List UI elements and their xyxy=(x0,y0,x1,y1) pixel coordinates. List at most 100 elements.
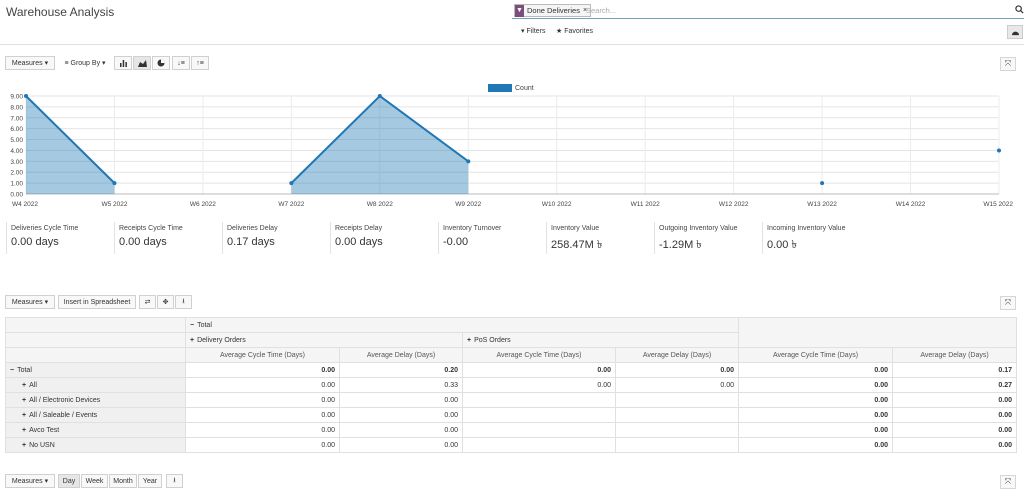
y-tick-label: 1.00 xyxy=(10,181,23,188)
expand-plus-icon: + xyxy=(22,411,27,419)
pivot-cell[interactable]: 0.00 xyxy=(738,377,894,393)
pie-chart-icon xyxy=(157,59,165,67)
search-input[interactable]: Search... xyxy=(586,6,617,15)
x-tick-label: W14 2022 xyxy=(896,201,926,208)
favorites-button[interactable]: ★ Favorites xyxy=(556,27,593,35)
pivot-cell[interactable]: 0.00 xyxy=(185,377,340,393)
pivot-row-header[interactable]: + No USN xyxy=(5,437,186,453)
pivot-cell[interactable]: 0.00 xyxy=(185,407,340,423)
pivot-cell[interactable]: 0.00 xyxy=(738,392,894,408)
pivot-measures-button[interactable]: Measures ▾ xyxy=(5,295,55,309)
pivot-cell[interactable]: 0.27 xyxy=(892,377,1018,393)
pivot-cell[interactable]: 0.00 xyxy=(614,362,740,378)
kpi-value: 0.00 ৳ xyxy=(767,239,797,251)
search-icon[interactable] xyxy=(1015,5,1024,16)
cohort-measures-button[interactable]: Measures ▾ xyxy=(5,474,55,488)
expand-plus-icon: + xyxy=(22,426,27,434)
pivot-row: + All / Electronic Devices 0.00 0.00 0.00… xyxy=(5,392,1018,408)
filters-label: Filters xyxy=(526,28,546,35)
flip-axis-button[interactable]: ⇄ xyxy=(139,295,156,309)
pivot-cell[interactable] xyxy=(462,392,616,408)
cohort-expand-button[interactable]: ⤧ xyxy=(1000,475,1016,489)
pivot-measure-header[interactable]: Average Delay (Days) xyxy=(339,347,463,363)
filters-button[interactable]: ▾ Filters xyxy=(521,27,546,35)
x-tick-label: W8 2022 xyxy=(367,201,393,208)
pivot-row-header[interactable]: + All / Electronic Devices xyxy=(5,392,186,408)
sort-ascending-button[interactable]: ↑≡ xyxy=(191,56,209,70)
pivot-cell[interactable]: 0.00 xyxy=(614,377,740,393)
pivot-measure-header[interactable]: Average Cycle Time (Days) xyxy=(462,347,616,363)
pivot-cell[interactable]: 0.00 xyxy=(892,407,1018,423)
bar-chart-mode-button[interactable] xyxy=(114,56,132,70)
interval-day-button[interactable]: Day xyxy=(58,474,80,488)
pivot-measure-header[interactable]: Average Delay (Days) xyxy=(892,347,1018,363)
download-button[interactable]: ⭳ xyxy=(175,295,192,309)
pivot-measure-header[interactable]: Average Delay (Days) xyxy=(614,347,740,363)
pivot-cell[interactable]: 0.00 xyxy=(185,392,340,408)
pivot-cell[interactable] xyxy=(462,437,616,453)
pivot-cell[interactable]: 0.00 xyxy=(462,377,616,393)
pivot-cell[interactable]: 0.00 xyxy=(738,422,894,438)
pivot-cell[interactable]: 0.00 xyxy=(738,362,894,378)
x-tick-label: W9 2022 xyxy=(455,201,481,208)
pivot-cell[interactable]: 0.00 xyxy=(892,422,1018,438)
pivot-cell[interactable] xyxy=(614,437,740,453)
pivot-cell[interactable] xyxy=(614,392,740,408)
legend-swatch xyxy=(488,84,512,92)
pivot-row: + Avco Test 0.00 0.00 0.00 0.00 xyxy=(5,422,1018,438)
kpi-label: Deliveries Delay xyxy=(227,225,278,232)
pivot-cell[interactable]: 0.33 xyxy=(339,377,463,393)
expand-all-button[interactable]: ✥ xyxy=(157,295,174,309)
pivot-cell[interactable]: 0.00 xyxy=(892,437,1018,453)
pivot-cell[interactable]: 0.00 xyxy=(738,407,894,423)
group-by-button[interactable]: ≡ Group By ▾ xyxy=(64,59,106,68)
pivot-col-total-header[interactable]: − Total xyxy=(184,317,740,333)
pivot-cell[interactable]: 0.20 xyxy=(339,362,463,378)
search-bar[interactable]: ▼ Done Deliveries × Search... xyxy=(512,3,1024,19)
pivot-row-header[interactable]: + Avco Test xyxy=(5,422,186,438)
interval-month-button[interactable]: Month xyxy=(109,474,137,488)
pivot-col-header-delivery[interactable]: + Delivery Orders xyxy=(185,332,463,348)
sort-descending-button[interactable]: ↓≡ xyxy=(172,56,190,70)
favorites-label: Favorites xyxy=(564,28,594,35)
pivot-cell[interactable]: 0.00 xyxy=(185,437,340,453)
pivot-col-header-pos[interactable]: + PoS Orders xyxy=(461,332,740,348)
dashboard-view-button[interactable] xyxy=(1007,25,1023,39)
pivot-cell[interactable]: 0.00 xyxy=(892,392,1018,408)
pivot-cell[interactable]: 0.00 xyxy=(185,362,340,378)
pivot-cell[interactable]: 0.00 xyxy=(738,437,894,453)
pivot-measure-header[interactable]: Average Cycle Time (Days) xyxy=(738,347,894,363)
pivot-row-header[interactable]: − Total xyxy=(5,362,186,378)
y-tick-label: 6.00 xyxy=(10,126,23,133)
pivot-cell[interactable]: 0.17 xyxy=(892,362,1018,378)
bar-chart-icon xyxy=(119,60,127,67)
expand-plus-icon: + xyxy=(22,381,27,389)
kpi-deliveries-cycle-time: Deliveries Cycle Time 0.00 days xyxy=(6,222,111,254)
line-chart-mode-button[interactable] xyxy=(133,56,151,70)
pivot-cell[interactable]: 0.00 xyxy=(339,422,463,438)
interval-week-button[interactable]: Week xyxy=(81,474,108,488)
pivot-cell[interactable]: 0.00 xyxy=(339,437,463,453)
pivot-row-header[interactable]: + All / Saleable / Events xyxy=(5,407,186,423)
cohort-download-button[interactable]: ⭳ xyxy=(166,474,183,488)
pivot-cell[interactable]: 0.00 xyxy=(339,392,463,408)
graph-expand-button[interactable]: ⤧ xyxy=(1000,57,1016,71)
interval-year-button[interactable]: Year xyxy=(138,474,162,488)
graph-measures-button[interactable]: Measures ▾ xyxy=(5,56,55,70)
pivot-row-header[interactable]: + All xyxy=(5,377,186,393)
sort-descending-icon: ↓≡ xyxy=(177,59,185,67)
pivot-cell[interactable]: 0.00 xyxy=(185,422,340,438)
pivot-expand-button[interactable]: ⤧ xyxy=(1000,296,1016,310)
kpi-receipts-delay: Receipts Delay 0.00 days xyxy=(330,222,435,254)
pivot-cell[interactable] xyxy=(614,407,740,423)
pie-chart-mode-button[interactable] xyxy=(152,56,170,70)
pivot-cell[interactable]: 0.00 xyxy=(339,407,463,423)
pivot-cell[interactable]: 0.00 xyxy=(462,362,616,378)
pivot-measure-header[interactable]: Average Cycle Time (Days) xyxy=(185,347,340,363)
series-area xyxy=(26,96,115,194)
pivot-cell[interactable] xyxy=(462,422,616,438)
pivot-cell[interactable] xyxy=(462,407,616,423)
insert-in-spreadsheet-button[interactable]: Insert in Spreadsheet xyxy=(58,295,136,309)
facet-remove-icon[interactable]: × xyxy=(582,7,588,14)
pivot-cell[interactable] xyxy=(614,422,740,438)
